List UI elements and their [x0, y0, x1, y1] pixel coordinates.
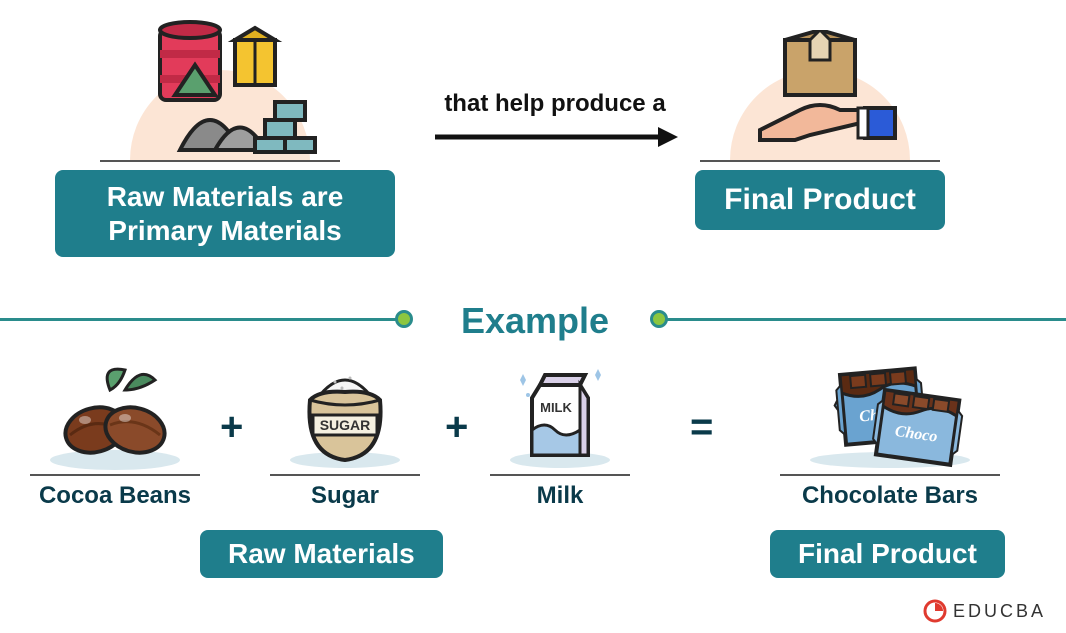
divider-line-left: [0, 318, 400, 321]
svg-text:MILK: MILK: [540, 400, 572, 415]
educba-logo-icon: [923, 599, 947, 623]
cocoa-beans-icon: [30, 360, 200, 470]
milk-label: Milk: [490, 482, 630, 510]
output-chocolate: Choco Choco Chocolate Bars: [780, 360, 1000, 510]
arrow-that-help-produce: that help produce a: [430, 90, 680, 152]
raw-materials-label-pill: Raw Materials are Primary Materials: [55, 170, 395, 257]
final-product-icon: [720, 30, 920, 160]
sugar-label: Sugar: [270, 482, 420, 510]
chocolate-bars-icon: Choco Choco: [780, 360, 1000, 470]
plus-operator-1: +: [220, 405, 243, 450]
divider-heading: Example: [420, 300, 650, 342]
top-concept-row: Raw Materials are Primary Materials that…: [0, 10, 1066, 240]
divider-dot-left: [395, 310, 413, 328]
raw-materials-icon: [110, 10, 330, 160]
educba-logo: EDUCBA: [923, 599, 1046, 623]
final-product-bottom-pill: Final Product: [770, 530, 1005, 578]
raw-underline: [100, 160, 340, 162]
ingredient-sugar: SUGAR Sugar: [270, 360, 420, 510]
sugar-sack-icon: SUGAR: [270, 360, 420, 470]
example-divider: Example: [0, 300, 1066, 340]
educba-logo-text: EDUCBA: [953, 601, 1046, 622]
ingredient-milk: MILK Milk: [490, 360, 630, 510]
milk-carton-icon: MILK: [490, 360, 630, 470]
raw-materials-bottom-pill: Raw Materials: [200, 530, 443, 578]
svg-text:SUGAR: SUGAR: [320, 417, 371, 433]
cocoa-label: Cocoa Beans: [30, 482, 200, 510]
equals-operator: =: [690, 405, 713, 450]
final-underline: [700, 160, 940, 162]
divider-line-right: [666, 318, 1066, 321]
plus-operator-2: +: [445, 405, 468, 450]
cocoa-underline: [30, 474, 200, 476]
final-product-label-pill: Final Product: [695, 170, 945, 230]
ingredient-cocoa: Cocoa Beans: [30, 360, 200, 510]
sugar-underline: [270, 474, 420, 476]
arrow-icon: [430, 122, 680, 152]
arrow-text: that help produce a: [430, 90, 680, 118]
milk-underline: [490, 474, 630, 476]
chocolate-underline: [780, 474, 1000, 476]
example-row: Cocoa Beans + SUGAR Sugar +: [0, 350, 1066, 610]
chocolate-label: Chocolate Bars: [780, 482, 1000, 510]
